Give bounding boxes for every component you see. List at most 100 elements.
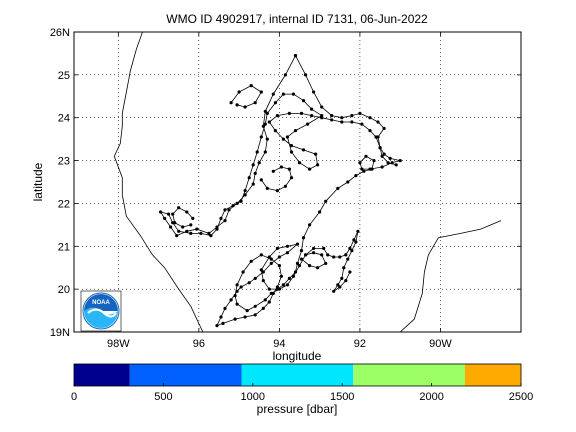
track-point bbox=[320, 105, 324, 109]
track-point bbox=[279, 274, 283, 278]
track-point bbox=[289, 144, 294, 148]
track-point bbox=[259, 268, 263, 272]
track-point bbox=[275, 246, 279, 250]
track-point bbox=[243, 189, 247, 193]
y-axis-label: latitude bbox=[31, 162, 45, 201]
track-point bbox=[255, 150, 259, 154]
track-point bbox=[221, 321, 225, 325]
track-point bbox=[398, 159, 402, 163]
track-point bbox=[243, 105, 247, 109]
track-point bbox=[338, 255, 342, 259]
track-point bbox=[265, 186, 269, 190]
track-point bbox=[348, 246, 352, 250]
float-track bbox=[159, 54, 402, 328]
track-point bbox=[231, 204, 235, 208]
track-point bbox=[320, 116, 324, 120]
noaa-logo-text: NOAA bbox=[92, 300, 110, 306]
x-tick-label: 90W bbox=[429, 338, 452, 350]
track-point bbox=[336, 186, 340, 190]
track-point bbox=[295, 242, 300, 246]
track-point bbox=[173, 221, 177, 225]
track-point bbox=[267, 287, 271, 291]
track-point bbox=[362, 169, 366, 173]
track-point bbox=[245, 309, 249, 313]
track-point bbox=[346, 257, 350, 261]
colorbar-tick-label: 2000 bbox=[419, 391, 443, 403]
track-point bbox=[229, 101, 233, 105]
track-point bbox=[273, 129, 277, 133]
y-tick-label: 20 bbox=[58, 284, 70, 296]
track-point bbox=[378, 146, 382, 150]
track-point bbox=[340, 116, 344, 120]
track-point bbox=[320, 253, 324, 257]
track-point bbox=[287, 276, 291, 280]
track-point bbox=[263, 122, 267, 126]
track-point bbox=[394, 163, 398, 167]
track-point bbox=[253, 276, 257, 280]
chart-title: WMO ID 4902917, internal ID 7131, 06-Jun… bbox=[166, 12, 428, 26]
track-point bbox=[275, 114, 279, 118]
y-tick-label: 22 bbox=[58, 198, 70, 210]
track-point bbox=[263, 150, 267, 154]
colorbar-frame bbox=[73, 363, 522, 387]
colorbar-band bbox=[465, 364, 521, 386]
colorbar-band bbox=[129, 364, 242, 386]
track-point bbox=[199, 231, 203, 235]
track-point bbox=[306, 122, 310, 126]
track-point bbox=[253, 171, 257, 175]
track-point bbox=[370, 167, 374, 171]
track-point bbox=[312, 246, 316, 250]
track-point bbox=[380, 165, 384, 169]
track-point bbox=[269, 291, 273, 295]
track-point bbox=[273, 101, 277, 105]
track-point bbox=[253, 304, 257, 308]
track-point bbox=[277, 264, 281, 268]
track-point bbox=[281, 283, 285, 287]
track-point bbox=[289, 176, 294, 180]
track-point bbox=[239, 285, 243, 289]
track-point bbox=[342, 266, 346, 270]
track-point bbox=[247, 176, 251, 180]
track-point bbox=[312, 90, 316, 94]
track-point bbox=[354, 174, 358, 178]
track-point bbox=[304, 73, 308, 77]
track-point bbox=[344, 253, 348, 257]
track-point bbox=[267, 120, 271, 124]
y-tick-label: 26N bbox=[50, 27, 70, 39]
track-point bbox=[253, 101, 257, 105]
track-point bbox=[237, 90, 241, 94]
colorbar-tick-label: 1500 bbox=[330, 391, 354, 403]
track-point bbox=[227, 208, 231, 212]
colorbar-band bbox=[241, 364, 354, 386]
track-point bbox=[261, 270, 265, 274]
track-point bbox=[185, 229, 189, 233]
y-tick-label: 21 bbox=[58, 241, 70, 253]
track-point bbox=[308, 167, 312, 171]
track-point bbox=[374, 135, 378, 139]
track-point bbox=[271, 92, 275, 96]
track-point bbox=[352, 238, 356, 242]
track-point bbox=[223, 208, 227, 212]
coastline bbox=[113, 31, 502, 333]
track-point bbox=[382, 152, 386, 156]
track-point bbox=[285, 251, 289, 255]
colorbar-band bbox=[353, 364, 466, 386]
track-point bbox=[159, 210, 163, 214]
track-point bbox=[207, 231, 211, 235]
track-point bbox=[251, 182, 255, 186]
track-point bbox=[330, 114, 334, 118]
track-point bbox=[167, 212, 171, 216]
y-tick-label: 23 bbox=[58, 156, 70, 168]
grid bbox=[74, 32, 521, 332]
track-point bbox=[209, 234, 213, 238]
track-point bbox=[247, 281, 251, 285]
track-point bbox=[243, 315, 247, 319]
x-axis-label: longitude bbox=[273, 349, 322, 363]
track-point bbox=[281, 92, 285, 96]
track-point bbox=[277, 287, 281, 291]
track-point bbox=[181, 225, 185, 229]
track-point bbox=[293, 129, 298, 133]
coastline-east bbox=[399, 220, 502, 333]
